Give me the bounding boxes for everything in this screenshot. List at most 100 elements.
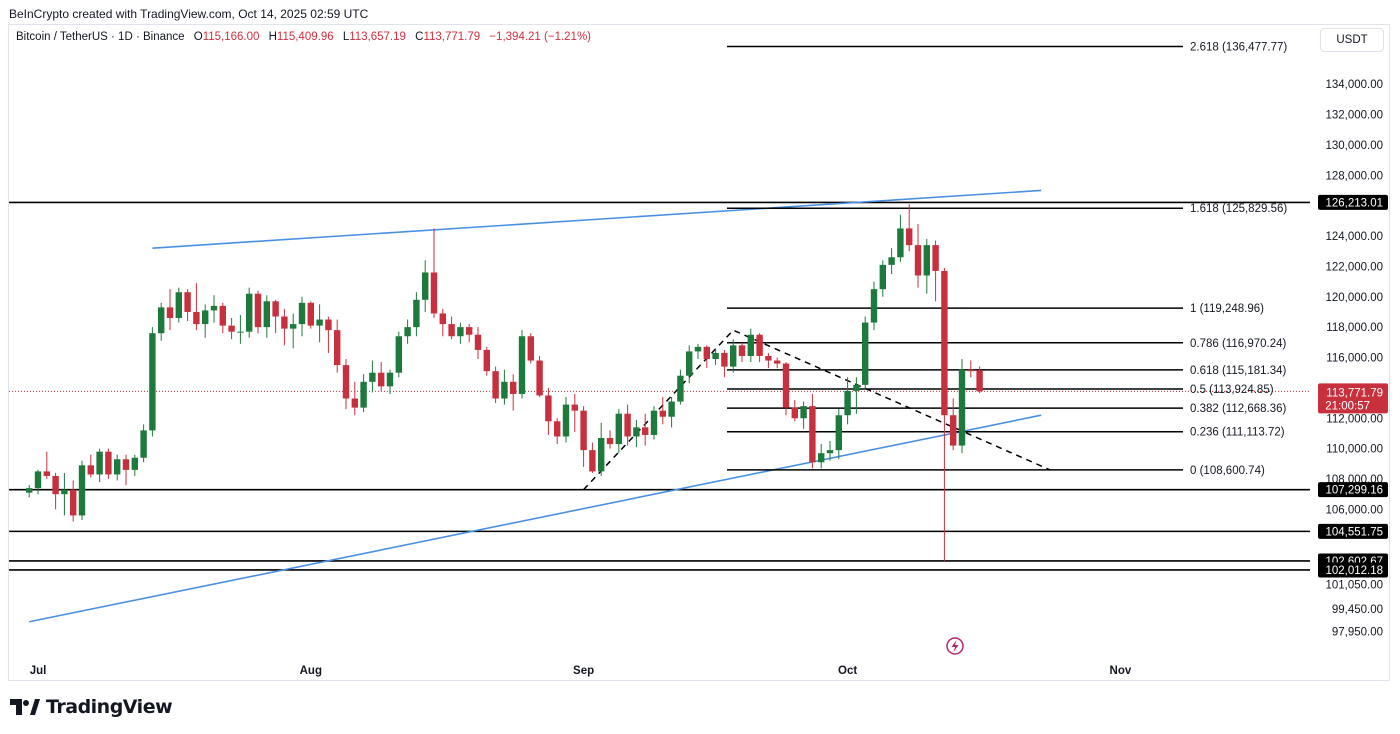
candle-body [527, 336, 534, 361]
candle-body [175, 292, 182, 319]
candle-body [571, 404, 578, 411]
fib-level-label: 0.786 (116,970.24) [1190, 338, 1287, 350]
candle-body [914, 245, 922, 276]
candle-body [554, 421, 561, 437]
candle-body [131, 457, 138, 470]
candle-body [589, 450, 596, 472]
y-axis-tick-label: 124,000.00 [1325, 231, 1383, 243]
candle-body [818, 453, 825, 463]
y-axis-tick-label: 116,000.00 [1326, 353, 1383, 365]
candle-body [281, 316, 288, 329]
candle-body [78, 465, 86, 516]
change-value: −1,394.21 (−1.21%) [489, 31, 592, 43]
x-axis-tick-label: Jul [30, 665, 47, 677]
candle-body [677, 375, 684, 402]
candle-body [615, 413, 622, 445]
candle-body [457, 327, 464, 337]
level-price-tag-label: 104,551.75 [1325, 526, 1383, 538]
candle-body [853, 384, 860, 391]
candle-body [782, 363, 790, 408]
candle-body [870, 289, 878, 323]
x-axis-tick-label: Sep [573, 665, 594, 677]
candle-body [96, 451, 103, 475]
close-key: C [415, 31, 424, 43]
high-value: 115,409.96 [276, 31, 334, 43]
candle-body [510, 381, 517, 394]
x-axis-tick-label: Oct [838, 665, 857, 677]
current-price-label: 113,771.79 [1326, 387, 1383, 399]
candle-body [87, 465, 94, 475]
lightning-icon[interactable] [946, 637, 964, 655]
candle-body [835, 415, 842, 451]
candle-body [624, 413, 631, 437]
candle-body [606, 437, 614, 445]
tradingview-logo-icon [10, 699, 40, 715]
candle-body [290, 324, 297, 329]
candle-body [325, 319, 332, 331]
candle-body [360, 381, 367, 408]
y-axis-tick-label: 99,450.00 [1332, 604, 1383, 616]
candle-body [747, 334, 754, 356]
symbol-label[interactable]: Bitcoin / TetherUS · 1D · Binance [16, 31, 185, 43]
attribution-text: BeInCrypto created with TradingView.com,… [9, 7, 369, 21]
candle-body [518, 336, 526, 394]
candle-body [237, 331, 244, 333]
candle-body [862, 322, 869, 385]
y-axis-tick-label: 112,000.00 [1326, 413, 1383, 425]
tradingview-logo: TradingView [10, 696, 173, 718]
currency-button[interactable]: USDT [1320, 28, 1384, 52]
candle-body [580, 410, 587, 451]
candle-body [43, 471, 50, 476]
level-price-tag-label: 102,012.18 [1325, 565, 1383, 577]
candle-body [712, 352, 719, 360]
candle-body [694, 346, 702, 352]
candle-body [334, 330, 341, 366]
candle-body [184, 292, 191, 312]
chart-pane[interactable] [8, 24, 1390, 681]
candle-body [474, 334, 482, 350]
candle-body [562, 404, 570, 437]
candle-body [202, 310, 209, 325]
y-axis-tick-label: 106,000.00 [1325, 504, 1383, 516]
trendline [152, 189, 1042, 249]
candle-body [210, 305, 218, 311]
candle-body [448, 324, 455, 337]
candle-body [228, 325, 235, 332]
current-price-tag [1318, 383, 1388, 414]
candle-body [774, 360, 781, 364]
candle-body [395, 336, 402, 373]
y-axis-tick-label: 130,000.00 [1325, 140, 1383, 152]
low-key: L [342, 31, 350, 43]
candle-body [466, 327, 473, 335]
level-price-tag-label: 107,299.16 [1325, 485, 1383, 497]
candle-body [316, 319, 323, 326]
candle-body [158, 307, 165, 334]
candle-body [219, 305, 226, 326]
candle-body [122, 459, 130, 470]
candle-body [193, 311, 200, 325]
high-key: H [268, 31, 277, 43]
candle-body [650, 410, 658, 435]
candle-body [307, 302, 314, 326]
countdown-label: 21:00:57 [1325, 400, 1370, 412]
candle-body [950, 415, 957, 446]
fib-level-label: 2.618 (136,477.77) [1190, 41, 1287, 53]
fib-level-label: 0.382 (112,668.36) [1190, 403, 1287, 415]
y-axis-tick-label: 101,050.00 [1325, 580, 1383, 592]
candle-body [633, 427, 640, 437]
candle-body [906, 228, 913, 246]
candle-body [61, 489, 68, 495]
tradingview-logo-text: TradingView [46, 696, 173, 718]
candle-body [923, 245, 930, 276]
candle-body [70, 489, 77, 516]
candle-body [149, 333, 156, 431]
candle-body [958, 369, 966, 446]
candle-body [809, 406, 816, 463]
candle-body [897, 228, 904, 258]
candle-body [413, 299, 420, 328]
candle-body [34, 471, 42, 489]
close-value: 113,771.79 [423, 31, 481, 43]
fib-level-label: 0.5 (113,924.85) [1190, 384, 1274, 396]
candle-body [342, 365, 350, 399]
